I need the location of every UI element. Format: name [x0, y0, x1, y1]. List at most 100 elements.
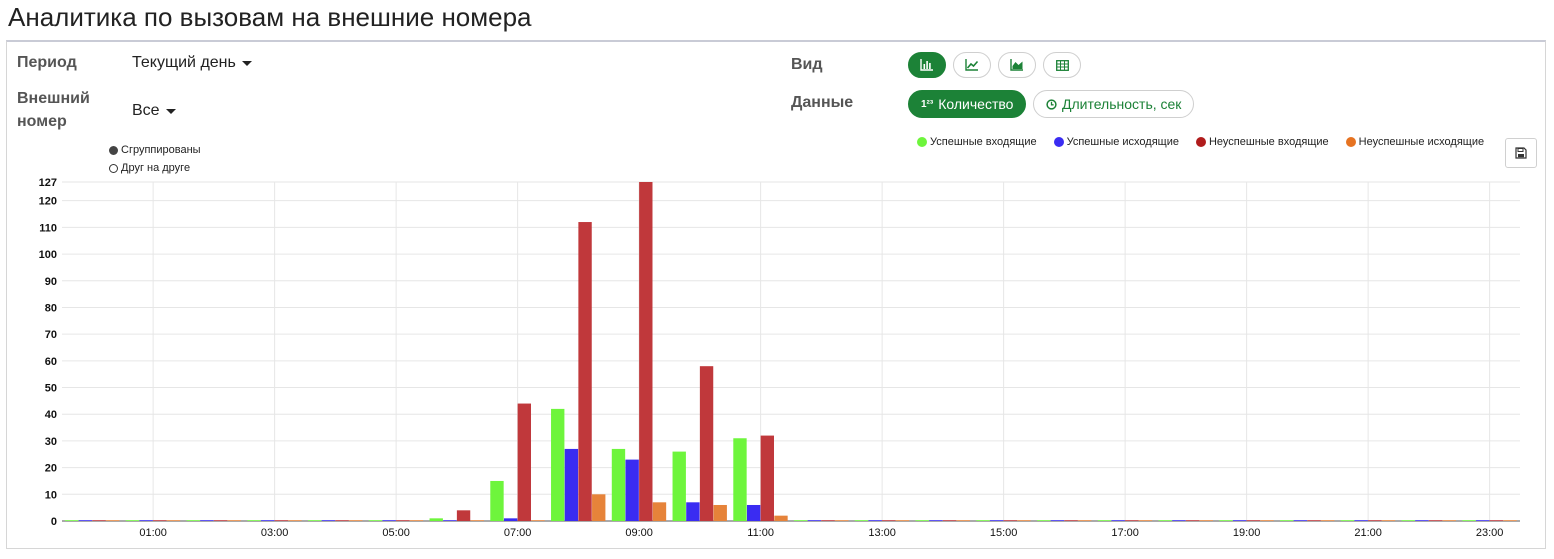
bar [409, 520, 424, 521]
view-area-button[interactable] [998, 52, 1036, 78]
area-chart-icon [1010, 59, 1023, 71]
legend-swatch [1053, 137, 1064, 147]
bar [625, 459, 639, 521]
bar [774, 515, 788, 521]
stacked-radio[interactable]: Друг на друге [109, 162, 190, 174]
bar [1138, 520, 1153, 521]
bar [227, 520, 241, 521]
bar [213, 520, 228, 521]
bar [308, 520, 322, 521]
x-tick-label: 05:00 [382, 527, 410, 539]
table-icon [1055, 59, 1069, 71]
legend-swatch [1195, 137, 1206, 147]
y-tick-label: 90 [45, 276, 57, 288]
y-tick-label: 50 [45, 383, 57, 395]
legend-label: Успешные входящие [930, 136, 1037, 148]
bar [1050, 520, 1065, 521]
bar [186, 520, 200, 521]
bar [652, 502, 667, 521]
bar [288, 520, 302, 521]
caret-down-icon [241, 60, 252, 66]
bar [247, 520, 261, 521]
grouped-radio[interactable]: Сгруппированы [109, 144, 201, 156]
bar [1158, 520, 1172, 521]
bar [1097, 520, 1112, 521]
view-bar-button[interactable] [908, 52, 946, 78]
legend-item-failed-in[interactable]: Неуспешные входящие [1195, 136, 1329, 148]
bar [1340, 520, 1355, 521]
y-tick-label: 0 [51, 516, 57, 528]
view-line-button[interactable] [953, 52, 991, 78]
bar [1307, 520, 1321, 521]
legend-item-failed-out[interactable]: Неуспешные исходящие [1345, 136, 1485, 148]
clock-icon [1046, 98, 1057, 110]
bar [200, 520, 214, 521]
caret-down-icon [165, 108, 176, 114]
data-label: Данные [791, 94, 854, 111]
duration-button-label: Длительность, сек [1062, 96, 1182, 112]
external-number-label-line2: номер [17, 113, 67, 130]
x-tick-label: 09:00 [625, 527, 653, 539]
bar [65, 520, 79, 521]
view-label: Вид [791, 56, 823, 73]
radio-checked-icon [109, 145, 118, 155]
bar [929, 520, 943, 521]
bar [1172, 520, 1186, 521]
x-tick-label: 17:00 [1111, 527, 1139, 539]
bar [882, 520, 896, 521]
bar [672, 451, 686, 521]
line-chart-icon [965, 59, 979, 71]
legend-label: Неуспешные исходящие [1358, 136, 1485, 148]
y-tick-label: 60 [45, 356, 57, 368]
bar [139, 520, 153, 521]
bar [1503, 520, 1517, 521]
bar [956, 520, 970, 521]
bar [1185, 520, 1200, 521]
bar [1489, 520, 1503, 521]
y-tick-label: 20 [45, 463, 57, 475]
y-tick-label: 127 [39, 177, 57, 189]
bar [92, 520, 106, 521]
bar [807, 520, 822, 521]
external-number-value: Все [132, 102, 160, 119]
stacked-radio-label: Друг на друге [121, 162, 191, 174]
bar [531, 520, 545, 521]
bar [1111, 520, 1125, 521]
period-dropdown[interactable]: Текущий день [132, 54, 252, 72]
radio-unchecked-icon [109, 163, 118, 173]
bar [153, 520, 167, 521]
bar [470, 520, 484, 521]
count-button[interactable]: 1²³ Количество [908, 90, 1027, 118]
bar [1381, 520, 1396, 521]
bar [578, 222, 592, 521]
duration-button[interactable]: Длительность, сек [1033, 90, 1195, 118]
bar [382, 520, 396, 521]
view-table-button[interactable] [1043, 52, 1081, 78]
y-tick-label: 80 [45, 302, 57, 314]
period-value: Текущий день [132, 54, 236, 71]
bar [78, 520, 93, 521]
bar [490, 480, 504, 521]
bar [699, 366, 714, 521]
analytics-panel: Период Текущий день Внешний номер Все Ви… [6, 40, 1546, 549]
bar [1219, 520, 1233, 521]
bar [1232, 520, 1247, 521]
bar [1017, 520, 1031, 521]
bar [746, 504, 761, 521]
legend-item-success-in[interactable]: Успешные входящие [917, 136, 1037, 148]
bar [1125, 520, 1139, 521]
legend-item-success-out[interactable]: Успешные исходящие [1053, 136, 1179, 148]
y-tick-label: 40 [45, 409, 57, 421]
bar [686, 502, 700, 521]
external-number-dropdown[interactable]: Все [132, 102, 176, 120]
bar [260, 520, 275, 521]
grouped-radio-label: Сгруппированы [121, 144, 201, 156]
bar [794, 520, 808, 521]
save-button[interactable] [1505, 138, 1537, 168]
bar [1354, 520, 1368, 521]
bar [106, 520, 120, 521]
x-tick-label: 11:00 [747, 527, 774, 539]
bar [335, 520, 349, 521]
bar [368, 520, 383, 521]
